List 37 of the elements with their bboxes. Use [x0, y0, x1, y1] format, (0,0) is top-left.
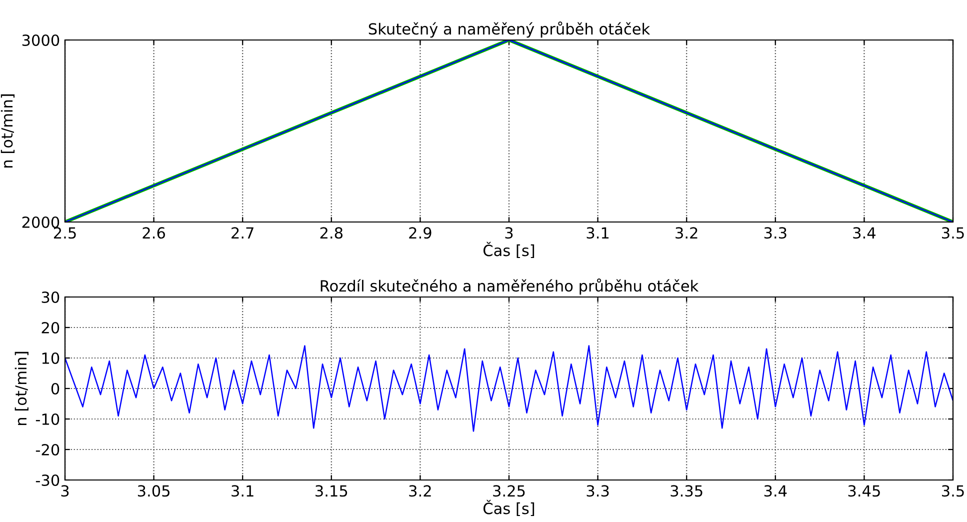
y-tick-label: 2000 [22, 216, 60, 228]
y-tick-label: 0 [51, 382, 60, 395]
x-tick-label: 2.5 [54, 227, 76, 239]
x-tick-label: 2.7 [232, 227, 254, 238]
y-tick-label: -10 [36, 413, 60, 426]
y-tick-label: 20 [42, 322, 60, 334]
x-axis-title: Čas [s] [483, 242, 534, 258]
x-tick-label: 3.15 [316, 485, 348, 497]
x-tick-label: 3.4 [853, 227, 876, 239]
x-tick-label: 3.2 [409, 485, 431, 497]
x-tick-label: 3.2 [676, 227, 698, 239]
x-tick-label: 3.35 [670, 485, 702, 497]
chart-title: Rozdíl skutečného a naměřeného průběhu otáček [320, 278, 699, 295]
x-tick-label: 2.8 [320, 227, 343, 239]
y-axis-title: n [ot/min] [0, 94, 15, 168]
x-tick-label: 3.3 [764, 227, 786, 239]
x-tick-label: 3.5 [942, 485, 964, 497]
y-tick-label: -20 [36, 444, 60, 456]
chart-title: Skutečný a naměřený průběh otáček [368, 21, 650, 38]
x-tick-label: 3.4 [764, 485, 787, 497]
x-tick-label: 3.3 [586, 485, 609, 497]
y-tick-label: 10 [42, 352, 60, 364]
x-tick-label: 2.6 [142, 227, 165, 239]
x-tick-label: 3.45 [848, 485, 880, 497]
x-axis-title: Čas [s] [483, 500, 534, 516]
x-tick-label: 3.25 [493, 485, 525, 497]
y-tick-label: 3000 [22, 34, 60, 46]
y-tick-label: -30 [36, 474, 60, 486]
x-tick-label: 2.9 [409, 227, 432, 239]
x-tick-label: 3.1 [586, 227, 609, 239]
y-tick-label: 30 [42, 291, 60, 304]
x-tick-label: 3.1 [232, 485, 254, 497]
x-tick-label: 3 [505, 227, 513, 239]
x-tick-label: 3 [61, 485, 69, 497]
x-tick-label: 3.5 [942, 227, 964, 239]
y-axis-title: n [ot/min] [14, 352, 28, 425]
x-tick-label: 3.05 [138, 485, 170, 497]
